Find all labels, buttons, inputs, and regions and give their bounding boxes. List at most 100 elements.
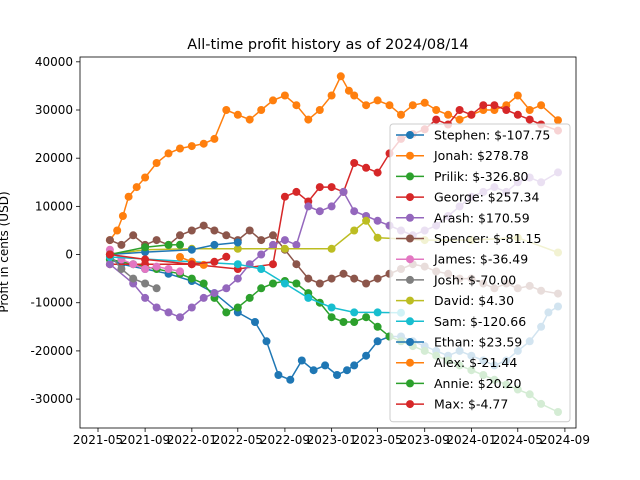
- data-point: [117, 265, 126, 273]
- data-point: [339, 187, 348, 196]
- data-point: [118, 212, 127, 220]
- data-point: [210, 226, 219, 235]
- data-point: [233, 303, 242, 312]
- data-point: [105, 250, 114, 259]
- data-point: [176, 144, 184, 153]
- data-point: [141, 173, 150, 182]
- data-point: [385, 101, 394, 110]
- data-point: [152, 262, 161, 271]
- x-axis: 2021-052021-092022-012022-052022-092023-…: [73, 428, 590, 447]
- data-point: [269, 279, 277, 288]
- legend-swatch-marker: [406, 296, 414, 305]
- data-point: [222, 284, 231, 293]
- data-point: [327, 183, 336, 192]
- data-point: [233, 110, 242, 119]
- data-point: [129, 231, 138, 240]
- data-point: [350, 91, 359, 100]
- legend-item: Annie: $20.20: [396, 376, 522, 391]
- legend-swatch-marker: [406, 338, 414, 346]
- data-point: [304, 115, 313, 124]
- data-point: [257, 284, 266, 293]
- data-point: [327, 274, 336, 283]
- legend-label: Josh: $-70.00: [433, 272, 516, 287]
- data-point: [222, 252, 231, 261]
- data-point: [187, 142, 196, 151]
- data-point: [176, 253, 184, 261]
- data-point: [117, 240, 126, 249]
- data-point: [245, 115, 254, 124]
- data-point: [362, 101, 371, 110]
- data-point: [222, 231, 231, 240]
- data-point: [339, 318, 348, 326]
- data-point: [233, 260, 242, 269]
- data-point: [304, 202, 313, 211]
- legend-label: Max: $-4.77: [434, 397, 508, 412]
- data-point: [336, 72, 345, 81]
- y-tick-label: 20000: [35, 151, 73, 165]
- data-point: [113, 226, 122, 235]
- data-point: [315, 207, 324, 216]
- data-point: [245, 226, 254, 235]
- data-point: [269, 260, 277, 269]
- data-point: [164, 149, 173, 158]
- data-point: [152, 303, 161, 312]
- data-point: [176, 267, 184, 276]
- legend-item: Arash: $170.59: [396, 210, 530, 225]
- data-point: [257, 236, 266, 245]
- data-point: [315, 279, 324, 288]
- legend-swatch-marker: [406, 172, 414, 181]
- data-point: [362, 313, 371, 322]
- data-point: [286, 375, 295, 384]
- data-point: [164, 308, 173, 317]
- legend-item: Spencer: $-81.15: [396, 231, 541, 246]
- data-point: [420, 98, 429, 107]
- legend-label: Annie: $20.20: [434, 376, 522, 391]
- data-point: [327, 313, 336, 322]
- data-point: [262, 337, 271, 346]
- data-point: [210, 289, 219, 298]
- data-point: [141, 293, 150, 302]
- data-point: [176, 240, 184, 249]
- legend: Stephen: $-107.75 Jonah: $278.78 Prilik: $…: [389, 123, 571, 423]
- data-point: [373, 233, 382, 242]
- data-point: [141, 279, 150, 288]
- data-point: [490, 101, 499, 110]
- data-point: [280, 192, 289, 201]
- data-point: [164, 265, 173, 273]
- data-point: [344, 86, 353, 95]
- data-point: [124, 192, 133, 201]
- data-point: [315, 183, 324, 192]
- data-point: [187, 226, 196, 235]
- data-point: [187, 274, 196, 283]
- data-point: [292, 101, 301, 110]
- y-axis: -30000 -20000 -10000 0 10000 20000 30000 40000: [30, 55, 80, 406]
- x-tick-label: 2022-05: [213, 433, 263, 447]
- x-tick-label: 2024-01: [446, 433, 496, 447]
- x-tick-label: 2022-09: [260, 433, 310, 447]
- data-point: [362, 216, 371, 225]
- data-point: [373, 96, 382, 105]
- legend-item: Ethan: $23.59: [396, 335, 522, 350]
- data-point: [176, 313, 184, 322]
- data-point: [280, 279, 289, 288]
- data-point: [350, 318, 359, 326]
- legend-item: Alex: $-21.44: [396, 355, 517, 370]
- y-tick-label: 10000: [35, 199, 73, 213]
- plot-frame: [79, 56, 577, 429]
- legend-label: Jonah: $278.78: [433, 148, 529, 163]
- data-point: [269, 231, 277, 240]
- data-point: [444, 110, 453, 119]
- series-line: [109, 244, 181, 256]
- data-point: [292, 260, 301, 269]
- data-point: [408, 101, 417, 110]
- data-point: [280, 91, 289, 100]
- data-point: [350, 308, 359, 317]
- legend-label: Arash: $170.59: [434, 210, 530, 225]
- data-point: [292, 240, 301, 249]
- legend-swatch-marker: [406, 379, 414, 388]
- legend-item: Jonah: $278.78: [396, 148, 529, 163]
- legend-item: George: $257.34: [396, 190, 539, 205]
- y-tick-label: -30000: [30, 392, 73, 406]
- data-point: [513, 91, 522, 100]
